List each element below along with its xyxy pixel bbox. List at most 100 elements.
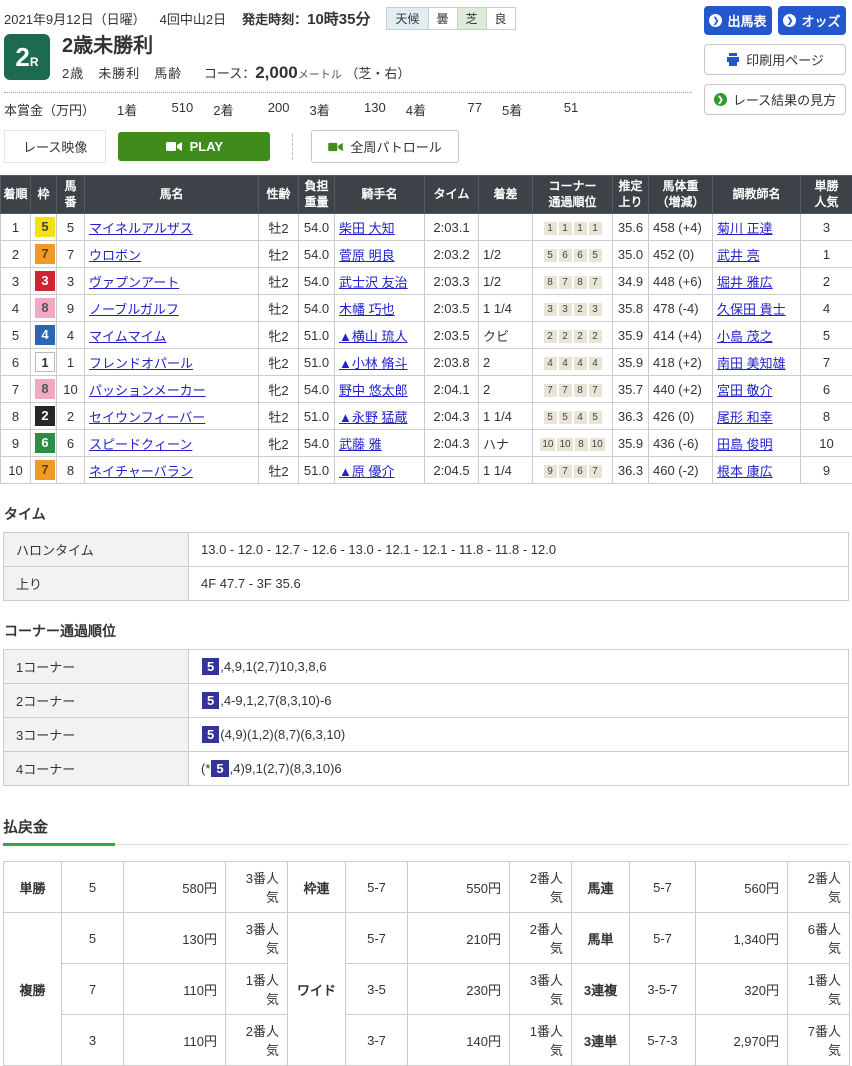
last3f-cell: 35.9 xyxy=(613,349,649,376)
last3f-cell: 35.9 xyxy=(613,322,649,349)
prize-rank: 2着 xyxy=(213,100,233,119)
page-title: 2歳未勝利 xyxy=(62,34,410,58)
jockey-link[interactable]: 武士沢 友治 xyxy=(339,275,408,290)
course-distance: 2,000 xyxy=(255,63,298,82)
pop-cell: 2 xyxy=(801,268,852,295)
horse-link[interactable]: ノーブルガルフ xyxy=(89,302,179,317)
jockey-cell: 木幡 巧也 xyxy=(335,295,425,322)
jockey-link[interactable]: ▲横山 琉人 xyxy=(339,329,407,344)
print-page-button[interactable]: 印刷用ページ xyxy=(704,44,846,75)
horse-link[interactable]: セイウンフィーバー xyxy=(89,410,205,425)
leader-highlight: 5 xyxy=(202,692,219,709)
sex-cell: 牝2 xyxy=(259,376,299,403)
jockey-link[interactable]: 野中 悠太郎 xyxy=(339,383,408,398)
last3f-cell: 35.8 xyxy=(613,295,649,322)
horse-link[interactable]: パッションメーカー xyxy=(89,383,206,398)
jockey-cell: 柴田 大知 xyxy=(335,214,425,241)
play-button[interactable]: PLAY xyxy=(118,132,270,161)
weight-cell: 54.0 xyxy=(299,241,335,268)
jockey-link[interactable]: 武藤 雅 xyxy=(339,437,382,452)
quinella-amount: 560円 xyxy=(696,862,788,913)
jockey-link[interactable]: 木幡 巧也 xyxy=(339,302,395,317)
corner-order-table: 1コーナー 5,4,9,1(2,7)10,3,8,6 2コーナー 5,4-9,1… xyxy=(3,649,849,786)
trainer-cell: 尾形 和幸 xyxy=(713,403,801,430)
payout-table: 単勝 5 580円 3番人気 枠連 5-7 550円 2番人気 馬連 5-7 5… xyxy=(3,861,850,1066)
horse-link[interactable]: フレンドオパール xyxy=(89,356,193,371)
trainer-cell: 堀井 雅広 xyxy=(713,268,801,295)
number-cell: 7 xyxy=(57,241,85,268)
weather-condition-box: 天候 曇 芝 良 xyxy=(386,7,515,30)
trainer-link[interactable]: 久保田 貴士 xyxy=(717,302,786,317)
exacta-amount: 1,340円 xyxy=(696,913,788,964)
odds-button[interactable]: ❯ オッズ xyxy=(778,6,846,35)
horse-link[interactable]: ヴァプンアート xyxy=(89,275,179,290)
jockey-cell: 菅原 明良 xyxy=(335,241,425,268)
video-camera-icon xyxy=(166,141,182,152)
trainer-link[interactable]: 堀井 雅広 xyxy=(717,275,773,290)
weight-cell: 51.0 xyxy=(299,322,335,349)
pop-cell: 6 xyxy=(801,376,852,403)
jockey-link[interactable]: ▲永野 猛蔵 xyxy=(339,410,407,425)
horse-link[interactable]: ウロボン xyxy=(89,248,141,263)
frame-cell: 7 xyxy=(31,457,57,484)
trainer-link[interactable]: 小島 茂之 xyxy=(717,329,773,344)
horse-link[interactable]: ネイチャーバラン xyxy=(89,464,193,479)
bodyweight-cell: 452 (0) xyxy=(649,241,713,268)
last-furlongs-value: 4F 47.7 - 3F 35.6 xyxy=(189,567,849,601)
trainer-link[interactable]: 宮田 敬介 xyxy=(717,383,773,398)
last3f-cell: 34.9 xyxy=(613,268,649,295)
pop-cell: 10 xyxy=(801,430,852,457)
pop-cell: 5 xyxy=(801,322,852,349)
frame-badge: 1 xyxy=(35,352,55,372)
horse-link[interactable]: スピードクィーン xyxy=(89,437,192,452)
horse-link[interactable]: マイネルアルザス xyxy=(89,221,193,236)
win-combo: 5 xyxy=(62,862,124,913)
win-popularity: 3番人気 xyxy=(226,862,288,913)
trifecta-popularity: 7番人気 xyxy=(788,1015,850,1066)
table-row: 4コーナー (*5,4)9,1(2,7)(8,3,10)6 xyxy=(4,752,849,786)
trainer-link[interactable]: 武井 亮 xyxy=(717,248,760,263)
leader-highlight: 5 xyxy=(211,760,228,777)
table-row: 3コーナー 5(4,9)(1,2)(8,7)(6,3,10) xyxy=(4,718,849,752)
time-cell: 2:04.3 xyxy=(425,403,479,430)
furlong-time-value: 13.0 - 12.0 - 12.7 - 12.6 - 13.0 - 12.1 … xyxy=(189,533,849,567)
place-amount: 110円 xyxy=(124,1015,226,1066)
table-row: 上り 4F 47.7 - 3F 35.6 xyxy=(4,567,849,601)
last3f-cell: 35.6 xyxy=(613,214,649,241)
patrol-video-button[interactable]: 全周パトロール xyxy=(311,130,458,163)
jockey-link[interactable]: 柴田 大知 xyxy=(339,221,395,236)
trainer-link[interactable]: 南田 美知雄 xyxy=(717,356,786,371)
horse-link[interactable]: マイムマイム xyxy=(89,329,166,344)
sex-cell: 牡2 xyxy=(259,241,299,268)
number-cell: 3 xyxy=(57,268,85,295)
result-guide-button[interactable]: ❯ レース結果の見方 xyxy=(704,84,846,115)
wide-combo: 3-7 xyxy=(346,1015,408,1066)
odds-button-label: オッズ xyxy=(801,11,840,30)
time-section-title: タイム xyxy=(4,504,848,524)
trainer-link[interactable]: 尾形 和幸 xyxy=(717,410,773,425)
number-cell: 2 xyxy=(57,403,85,430)
jockey-link[interactable]: 菅原 明良 xyxy=(339,248,395,263)
last3f-cell: 35.7 xyxy=(613,376,649,403)
place-combo: 7 xyxy=(62,964,124,1015)
jockey-link[interactable]: ▲小林 脩斗 xyxy=(339,356,407,371)
sex-cell: 牡2 xyxy=(259,268,299,295)
trainer-link[interactable]: 根本 康広 xyxy=(717,464,773,479)
place-combo: 3 xyxy=(62,1015,124,1066)
trainer-link[interactable]: 菊川 正達 xyxy=(717,221,773,236)
wide-popularity: 3番人気 xyxy=(510,964,572,1015)
jockey-link[interactable]: ▲原 優介 xyxy=(339,464,394,479)
time-cell: 2:03.2 xyxy=(425,241,479,268)
jockey-cell: ▲永野 猛蔵 xyxy=(335,403,425,430)
table-row: 1コーナー 5,4,9,1(2,7)10,3,8,6 xyxy=(4,650,849,684)
trainer-link[interactable]: 田島 俊明 xyxy=(717,437,773,452)
start-time-value: 10時35分 xyxy=(307,8,370,29)
margin-cell: クビ xyxy=(479,322,533,349)
entries-button[interactable]: ❯ 出馬表 xyxy=(704,6,772,35)
prize-value: 200 xyxy=(259,100,289,119)
table-row: 単勝 5 580円 3番人気 枠連 5-7 550円 2番人気 馬連 5-7 5… xyxy=(4,862,850,913)
